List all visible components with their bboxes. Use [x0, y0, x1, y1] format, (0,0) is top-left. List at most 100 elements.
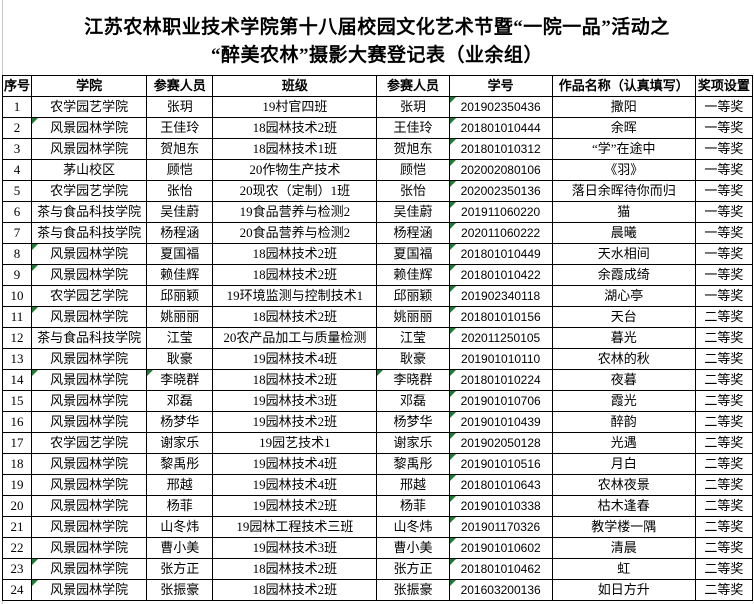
cell-award[interactable]: 一等奖 [694, 180, 754, 202]
cell-student-id[interactable]: 201801010444 [448, 117, 553, 139]
cell-class[interactable]: 18园林技术2班 [212, 306, 378, 328]
cell-participant1[interactable]: 曹小美 [146, 537, 214, 559]
cell-class[interactable]: 19园林技术2班 [212, 495, 378, 517]
cell-work-title[interactable]: 农林的秋 [551, 348, 696, 370]
cell-college[interactable]: 风景园林学院 [31, 411, 148, 433]
cell-work-title[interactable]: 湖心亭 [551, 285, 696, 307]
cell-college[interactable]: 风景园林学院 [31, 495, 148, 517]
cell-class[interactable]: 19园林技术4班 [212, 453, 378, 475]
cell-student-id[interactable]: 201901010110 [448, 348, 553, 370]
cell-student-id[interactable]: 201901010516 [448, 453, 553, 475]
cell-no[interactable]: 7 [1, 222, 33, 244]
cell-student-id[interactable]: 201801010156 [448, 306, 553, 328]
cell-college[interactable]: 农学园艺学院 [31, 96, 148, 118]
cell-no[interactable]: 18 [1, 453, 33, 475]
cell-class[interactable]: 20食品营养与检测2 [212, 222, 378, 244]
cell-work-title[interactable]: 虹 [551, 558, 696, 580]
cell-college[interactable]: 风景园林学院 [31, 537, 148, 559]
cell-work-title[interactable]: 余霞成绮 [551, 264, 696, 286]
cell-participant2[interactable]: 谢家乐 [376, 432, 450, 454]
cell-student-id[interactable]: 202002350136 [448, 180, 553, 202]
cell-class[interactable]: 19食品营养与检测2 [212, 201, 378, 223]
cell-participant1[interactable]: 江莹 [146, 327, 214, 349]
cell-no[interactable]: 11 [1, 306, 33, 328]
cell-class[interactable]: 20作物生产技术 [212, 159, 378, 181]
cell-work-title[interactable]: 天水相间 [551, 243, 696, 265]
cell-award[interactable]: 一等奖 [694, 117, 754, 139]
cell-no[interactable]: 24 [1, 579, 33, 601]
cell-college[interactable]: 风景园林学院 [31, 117, 148, 139]
cell-student-id[interactable]: 201801010643 [448, 474, 553, 496]
cell-student-id[interactable]: 201801010224 [448, 369, 553, 391]
cell-college[interactable]: 风景园林学院 [31, 579, 148, 601]
cell-award[interactable]: 一等奖 [694, 201, 754, 223]
cell-award[interactable]: 二等奖 [694, 558, 754, 580]
cell-no[interactable]: 4 [1, 159, 33, 181]
cell-work-title[interactable]: “学”在途中 [551, 138, 696, 160]
cell-work-title[interactable]: 落日余晖待你而归 [551, 180, 696, 202]
cell-class[interactable]: 19园林技术4班 [212, 474, 378, 496]
cell-no[interactable]: 9 [1, 264, 33, 286]
cell-award[interactable]: 一等奖 [694, 138, 754, 160]
cell-participant2[interactable]: 江莹 [376, 327, 450, 349]
cell-work-title[interactable]: 天台 [551, 306, 696, 328]
cell-award[interactable]: 一等奖 [694, 285, 754, 307]
cell-participant2[interactable]: 张振豪 [376, 579, 450, 601]
cell-participant2[interactable]: 王佳玲 [376, 117, 450, 139]
cell-college[interactable]: 茶与食品科技学院 [31, 201, 148, 223]
cell-college[interactable]: 茅山校区 [31, 159, 148, 181]
column-header-college[interactable]: 学院 [31, 75, 148, 97]
cell-student-id[interactable]: 201902340118 [448, 285, 553, 307]
cell-college[interactable]: 风景园林学院 [31, 516, 148, 538]
cell-participant1[interactable]: 张振豪 [146, 579, 214, 601]
cell-no[interactable]: 17 [1, 432, 33, 454]
cell-no[interactable]: 2 [1, 117, 33, 139]
cell-student-id[interactable]: 202011060222 [448, 222, 553, 244]
cell-participant2[interactable]: 山冬炜 [376, 516, 450, 538]
cell-college[interactable]: 农学园艺学院 [31, 432, 148, 454]
cell-class[interactable]: 18园林技术2班 [212, 558, 378, 580]
cell-student-id[interactable]: 201801010422 [448, 264, 553, 286]
column-header-no[interactable]: 序号 [1, 75, 33, 97]
cell-class[interactable]: 19园林技术3班 [212, 537, 378, 559]
column-header-participant2[interactable]: 参赛人员 [376, 75, 450, 97]
cell-participant1[interactable]: 杨梦华 [146, 411, 214, 433]
cell-work-title[interactable]: 光遇 [551, 432, 696, 454]
cell-award[interactable]: 二等奖 [694, 453, 754, 475]
cell-participant1[interactable]: 顾恺 [146, 159, 214, 181]
cell-class[interactable]: 18园林技术1班 [212, 138, 378, 160]
cell-no[interactable]: 10 [1, 285, 33, 307]
cell-college[interactable]: 风景园林学院 [31, 369, 148, 391]
column-header-work-title[interactable]: 作品名称（认真填写） [551, 75, 696, 97]
cell-award[interactable]: 一等奖 [694, 264, 754, 286]
cell-college[interactable]: 风景园林学院 [31, 453, 148, 475]
cell-work-title[interactable]: 霞光 [551, 390, 696, 412]
cell-participant2[interactable]: 张玥 [376, 96, 450, 118]
cell-award[interactable]: 二等奖 [694, 495, 754, 517]
cell-class[interactable]: 18园林技术2班 [212, 243, 378, 265]
cell-work-title[interactable]: 农林夜景 [551, 474, 696, 496]
cell-no[interactable]: 1 [1, 96, 33, 118]
cell-participant1[interactable]: 赖佳辉 [146, 264, 214, 286]
cell-student-id[interactable]: 201801010462 [448, 558, 553, 580]
cell-participant2[interactable]: 张方正 [376, 558, 450, 580]
cell-class[interactable]: 18园林技术2班 [212, 369, 378, 391]
cell-class[interactable]: 19园林技术4班 [212, 348, 378, 370]
cell-participant2[interactable]: 曹小美 [376, 537, 450, 559]
cell-college[interactable]: 风景园林学院 [31, 264, 148, 286]
cell-award[interactable]: 二等奖 [694, 411, 754, 433]
cell-student-id[interactable]: 201902350436 [448, 96, 553, 118]
cell-no[interactable]: 8 [1, 243, 33, 265]
cell-participant2[interactable]: 邢越 [376, 474, 450, 496]
cell-student-id[interactable]: 201901170326 [448, 516, 553, 538]
cell-participant1[interactable]: 王佳玲 [146, 117, 214, 139]
cell-participant1[interactable]: 耿豪 [146, 348, 214, 370]
cell-participant1[interactable]: 邓磊 [146, 390, 214, 412]
cell-participant1[interactable]: 邱丽颖 [146, 285, 214, 307]
cell-participant1[interactable]: 杨菲 [146, 495, 214, 517]
cell-class[interactable]: 19环境监测与控制技术1 [212, 285, 378, 307]
cell-college[interactable]: 茶与食品科技学院 [31, 327, 148, 349]
cell-award[interactable]: 一等奖 [694, 96, 754, 118]
column-header-award[interactable]: 奖项设置 [694, 75, 754, 97]
cell-no[interactable]: 12 [1, 327, 33, 349]
